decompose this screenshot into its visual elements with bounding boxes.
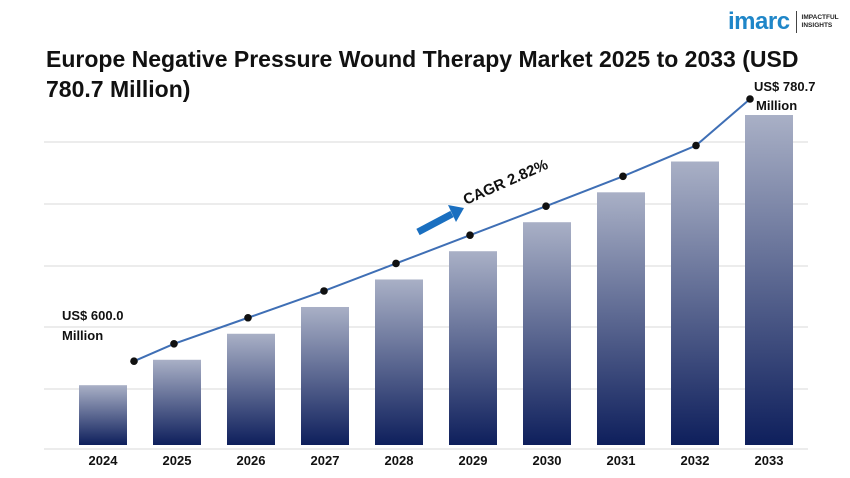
trend-marker-2029: [466, 231, 474, 240]
x-tick-label: 2032: [681, 453, 710, 468]
bar-2029: [449, 251, 497, 445]
bar-2033: [745, 115, 793, 445]
logo-tagline-line2: INSIGHTS: [801, 22, 833, 29]
end-value-label-line2: Million: [756, 98, 797, 113]
bars: [79, 115, 793, 445]
bar-2024: [79, 385, 127, 445]
x-tick-label: 2025: [163, 453, 192, 468]
bar-2030: [523, 222, 571, 445]
x-tick-label: 2027: [311, 453, 340, 468]
trend-marker-2031: [619, 172, 627, 181]
logo-divider: [795, 11, 797, 33]
trend-marker-2032: [692, 141, 700, 150]
trend-marker-2025: [170, 339, 178, 348]
x-tick-label: 2031: [607, 453, 636, 468]
cagr-arrow-icon: [416, 205, 464, 236]
trend-marker-2024: [130, 357, 138, 365]
x-tick-label: 2026: [237, 453, 266, 468]
end-value-label-line1: US$ 780.7: [754, 79, 815, 94]
bar-2032: [671, 161, 719, 445]
x-tick-label: 2029: [459, 453, 488, 468]
chart-title: Europe Negative Pressure Wound Therapy M…: [46, 46, 799, 102]
bar-2025: [153, 359, 201, 445]
bar-2027: [301, 306, 349, 445]
x-axis-ticks: 2024 2025 2026 2027 2028 2029 2030 2031 2032 2033: [89, 453, 784, 468]
start-value-label-line1: US$ 600.0: [62, 308, 123, 323]
x-tick-label: 2028: [385, 453, 414, 468]
logo-tagline: IMPACTFUL INSIGHTS: [802, 14, 839, 30]
bar-2031: [597, 192, 645, 445]
bar-2026: [227, 333, 275, 445]
bar-2028: [375, 279, 423, 445]
logo-brand: imarc: [728, 8, 790, 35]
imarc-logo: imarc IMPACTFUL INSIGHTS: [728, 9, 839, 35]
trend-marker-2030: [542, 202, 550, 211]
x-tick-label: 2024: [89, 453, 119, 468]
x-tick-label: 2033: [755, 453, 784, 468]
trend-marker-2027: [320, 287, 328, 295]
logo-tagline-line1: IMPACTFUL: [801, 14, 839, 21]
cagr-label: CAGR 2.82%: [461, 156, 551, 208]
trend-marker-2033: [746, 95, 754, 103]
trend-marker-2026: [244, 313, 252, 322]
trend-line: [130, 95, 754, 365]
start-value-label-line2: Million: [62, 328, 103, 343]
trend-marker-2028: [392, 259, 400, 268]
x-tick-label: 2030: [533, 453, 562, 468]
trend-line-path: [133, 98, 751, 363]
